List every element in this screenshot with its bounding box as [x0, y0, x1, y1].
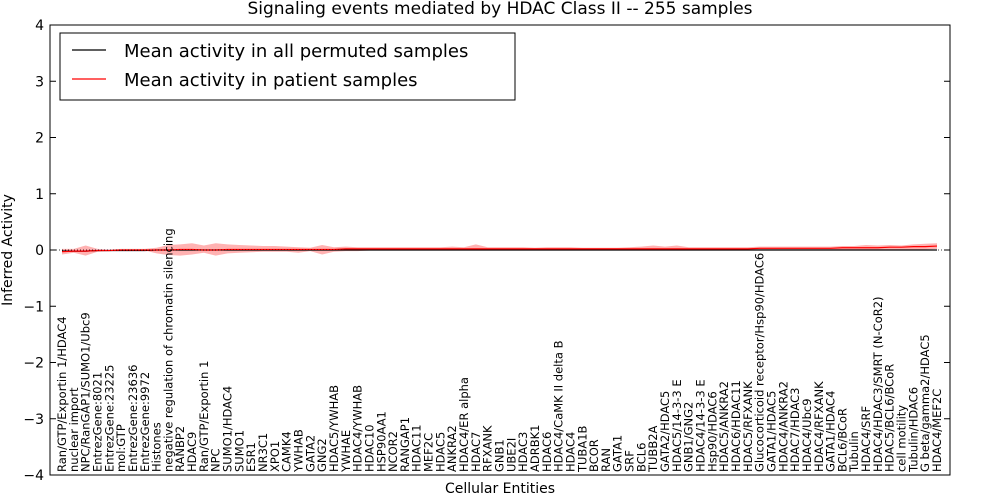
- x-tick-label: Hsp90/HDAC6: [705, 391, 719, 472]
- x-tick-label: GNB1/GNG2: [682, 402, 696, 472]
- x-tick-label: HDAC5/BCL6/BCoR: [883, 364, 897, 472]
- x-tick-label: HDAC7/HDAC3: [788, 388, 802, 473]
- x-tick-label: NPC/RanGAP1/SUMO1/Ubc9: [79, 312, 93, 472]
- x-tick-label: HDAC6/HDAC11: [729, 380, 743, 472]
- x-tick-label: G beta/gamma2/HDAC5: [918, 334, 932, 472]
- legend-label-permuted: Mean activity in all permuted samples: [124, 41, 468, 62]
- legend-box: [59, 32, 516, 101]
- x-tick-label: ADRBK1: [528, 425, 542, 472]
- chart-title: Signaling events mediated by HDAC Class …: [247, 0, 752, 19]
- y-tick-label: −4: [23, 468, 44, 484]
- x-tick-label: HDAC4/ER alpha: [457, 377, 471, 472]
- x-tick-label: cell motility: [895, 405, 909, 472]
- x-tick-label: XPO1: [268, 441, 282, 472]
- x-tick-label: HDAC4/RFXANK: [812, 381, 826, 472]
- y-tick-label: −2: [23, 356, 44, 372]
- x-tick-label: HDAC5/ANKRA2: [717, 381, 731, 472]
- x-tick-label: HDAC9: [185, 432, 199, 472]
- x-tick-label: HDAC4/MEF2C: [930, 389, 944, 472]
- x-tick-label: RAN: [599, 448, 613, 472]
- y-tick-label: −3: [23, 412, 44, 428]
- x-tick-label: HDAC5: [433, 432, 447, 472]
- x-tick-label: BCL6: [634, 443, 648, 472]
- x-tick-label: HSP90AA1: [374, 411, 388, 472]
- legend-label-patient: Mean activity in patient samples: [124, 70, 418, 91]
- x-tick-label: HDAC4: [563, 432, 577, 472]
- x-tick-label: GATA1/HDAC4: [824, 391, 838, 472]
- x-tick-label: Tubulin: [847, 431, 861, 473]
- x-tick-label: SRF: [623, 450, 637, 472]
- x-tick-label: BCOR: [587, 439, 601, 472]
- x-tick-label: nuclear import: [67, 387, 81, 472]
- x-tick-label: HDAC4/Ubc9: [800, 398, 814, 472]
- x-tick-label: TUBA1B: [575, 425, 589, 473]
- x-tick-label: SUMO1/HDAC4: [221, 386, 235, 472]
- y-tick-label: 1: [35, 187, 44, 203]
- x-tick-label: CAMK4: [280, 431, 294, 472]
- x-tick-label: HDAC5/RFXANK: [741, 381, 755, 472]
- y-tick-label: −1: [23, 299, 44, 315]
- y-tick-label: 3: [35, 74, 44, 90]
- x-tick-label: NCOR2: [386, 431, 400, 472]
- x-tick-label: HDAC3: [516, 432, 530, 472]
- x-tick-label: HDAC5/YWHAB: [327, 385, 341, 472]
- x-tick-label: Tubulin/HDAC6: [906, 387, 920, 473]
- x-tick-label: NR3C1: [256, 433, 270, 472]
- x-tick-label: GATA2: [303, 435, 317, 472]
- x-tick-label: SUMO1: [232, 430, 246, 472]
- x-tick-label: RFXANK: [481, 425, 495, 472]
- x-tick-label: MEF2C: [422, 433, 436, 472]
- x-tick-label: HDAC4/14-3-3 E: [694, 379, 708, 472]
- x-tick-label: TUBB2A: [646, 425, 660, 473]
- x-tick-label: HDAC4/HDAC3/SMRT (N-CoR2): [871, 296, 885, 472]
- x-tick-label: RANBP2: [173, 426, 187, 472]
- x-tick-label: HDAC4/SRF: [859, 406, 873, 472]
- x-tick-label: HDAC10: [362, 424, 376, 472]
- x-tick-label: GNG2: [315, 438, 329, 472]
- x-tick-label: HDAC11: [410, 424, 424, 472]
- x-tick-label: Histones: [150, 422, 164, 472]
- x-tick-label: HDAC4/ANKRA2: [776, 381, 790, 472]
- x-tick-label: Glucocorticoid receptor/Hsp90/HDAC6: [753, 253, 767, 472]
- x-tick-label: HDAC5/14-3-3 E: [670, 379, 684, 472]
- x-tick-label: mol:GTP: [114, 424, 128, 472]
- x-tick-label: BCL6/BCoR: [835, 408, 849, 472]
- x-tick-label: GNB1: [493, 439, 507, 472]
- x-tick-label: EntrezGene:23636: [126, 365, 140, 472]
- y-tick-label: 0: [35, 243, 44, 259]
- x-tick-label: HDAC6: [540, 432, 554, 472]
- x-tick-label: ESR1: [244, 442, 258, 472]
- x-tick-label: EntrezGene:23225: [102, 365, 116, 472]
- x-tick-label: YWHAE: [339, 430, 353, 473]
- series-line-patient: [61, 245, 938, 253]
- x-tick-label: negative regulation of chromatin silenci…: [161, 228, 175, 472]
- x-tick-label: HDAC4/YWHAB: [351, 385, 365, 472]
- y-tick-label: 4: [35, 18, 44, 34]
- x-tick-label: EntrezGene:9972: [138, 372, 152, 472]
- x-tick-label: HDAC7: [469, 432, 483, 472]
- x-tick-label: GATA1/HDAC5: [764, 391, 778, 472]
- legend: Mean activity in all permuted samples Me…: [59, 32, 516, 101]
- x-tick-label: GATA2/HDAC5: [658, 391, 672, 472]
- x-tick-label: Ran/GTP/Exportin 1: [197, 361, 211, 472]
- x-tick-label: YWHAB: [291, 429, 305, 473]
- x-tick-label: HDAC4/CaMK II delta B: [552, 340, 566, 472]
- y-tick-label: 2: [35, 131, 44, 147]
- x-tick-label: UBE2I: [504, 438, 518, 472]
- x-tick-label: RANGAP1: [398, 417, 412, 472]
- x-tick-label: EntrezGene:8021: [90, 372, 104, 472]
- x-tick-label: Ran/GTP/Exportin 1/HDAC4: [55, 316, 69, 472]
- x-tick-label: ANKRA2: [445, 425, 459, 472]
- x-axis-label: Cellular Entities: [445, 481, 555, 497]
- y-axis-label: Inferred Activity: [0, 194, 16, 306]
- y-axis: −4 −3 −2 −1 0 1 2 3 4: [23, 18, 950, 484]
- x-tick-label: GATA1: [611, 435, 625, 472]
- plot-frame: [49, 24, 951, 476]
- x-tick-label: NPC: [209, 448, 223, 472]
